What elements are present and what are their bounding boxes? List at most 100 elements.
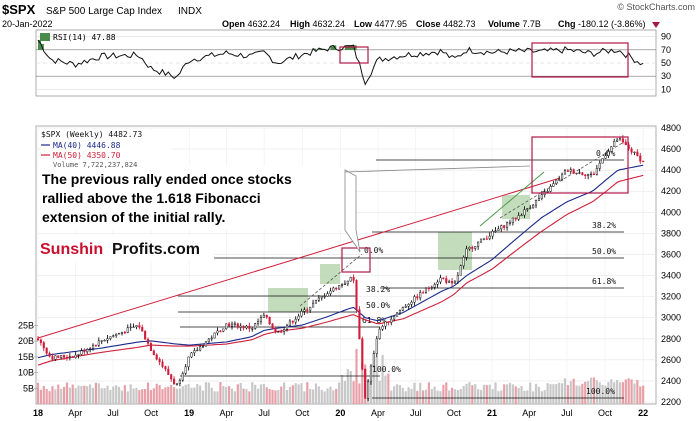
price-candle (468, 247, 471, 250)
price-candle (173, 378, 176, 385)
volume-bar (239, 383, 242, 404)
volume-bar (546, 383, 549, 404)
time-tick-label: 18 (33, 408, 43, 418)
price-candle (604, 155, 607, 159)
volume-bar (277, 389, 280, 404)
volume-bar (601, 384, 604, 404)
price-candle (529, 207, 532, 209)
volume-bar (323, 391, 326, 404)
volume-bar (123, 385, 126, 404)
price-candle (74, 354, 77, 358)
price-candle (138, 325, 141, 328)
volume-bar (256, 388, 260, 404)
price-candle (149, 343, 152, 351)
volume-bar (361, 361, 364, 404)
volume-bar (155, 383, 158, 404)
price-candle (534, 200, 538, 206)
price-candle (367, 381, 370, 399)
volume-bar (109, 389, 112, 404)
price-candle (164, 366, 167, 370)
volume-bar (236, 384, 239, 404)
volume-bar (427, 382, 430, 404)
volume-bar (534, 383, 538, 404)
volume-bar (36, 382, 40, 404)
price-tick-label: 3600 (661, 249, 681, 259)
price-candle (474, 246, 477, 249)
rsi-highlight-box-1 (339, 46, 369, 64)
volume-bar (384, 375, 387, 404)
volume-bar (326, 388, 329, 404)
price-candle (503, 225, 506, 228)
volume-bar (393, 386, 396, 404)
price-candle (422, 292, 425, 294)
price-candle (294, 318, 297, 323)
volume-bar (491, 389, 494, 404)
volume-bar (54, 389, 57, 404)
price-candle (592, 173, 595, 176)
price-candle (312, 302, 315, 308)
price-candle (329, 290, 332, 294)
price-tick-label: 3800 (661, 228, 681, 238)
volume-bar (442, 384, 445, 404)
price-candle (126, 327, 129, 333)
volume-bar (523, 390, 526, 404)
volume-bar (285, 390, 289, 404)
price-candle (280, 331, 283, 333)
price-candle (546, 191, 549, 193)
price-candle (491, 231, 494, 237)
volume-bar (126, 391, 129, 404)
time-tick-label: Apr (68, 408, 82, 418)
volume-bar (598, 382, 601, 404)
price-candle (349, 277, 352, 282)
price-candle (309, 306, 312, 311)
price-candle (532, 204, 535, 209)
price-candle (439, 277, 442, 283)
red-trendline (37, 177, 561, 339)
price-candle (407, 304, 410, 307)
volume-bar (575, 385, 578, 404)
price-candle (526, 208, 529, 210)
price-bars (36, 135, 645, 402)
price-candle (245, 325, 248, 329)
price-candle (115, 333, 118, 336)
time-tick-label: Oct (295, 408, 310, 418)
price-candle (598, 162, 601, 169)
volume-bar (300, 383, 303, 404)
volume-bar (288, 386, 292, 404)
price-candle (482, 238, 485, 240)
price-tick-label: 2400 (661, 376, 681, 386)
volume-bar (175, 388, 179, 404)
volume-bar (453, 389, 457, 404)
volume-bar (520, 385, 523, 404)
price-candle (225, 323, 228, 330)
volume-bar (117, 386, 121, 404)
volume-bar (419, 382, 422, 404)
volume-bar (494, 382, 497, 404)
price-candle (285, 325, 289, 330)
price-candle (369, 365, 373, 383)
ohlc-change: Chg -180.12 (-3.86%) (558, 19, 646, 29)
price-candle (335, 287, 338, 290)
price-candle (89, 348, 92, 350)
price-candle (427, 287, 430, 290)
price-candle (340, 284, 344, 286)
volume-bar (563, 378, 567, 404)
time-tick-label: Jul (107, 408, 119, 418)
price-candle (459, 265, 462, 276)
svg-text:50.0%: 50.0% (366, 301, 390, 310)
price-candle (387, 321, 390, 323)
volume-bar (60, 388, 63, 404)
price-candle (63, 355, 66, 358)
volume-bar (604, 385, 607, 404)
volume-bar (167, 386, 170, 404)
volume-bar (529, 382, 532, 404)
rsi-legend-swatch (40, 33, 50, 41)
rsi-tick-label: 90 (661, 32, 671, 42)
volume-bar (445, 382, 448, 404)
price-candle (575, 172, 578, 175)
time-tick-label: 20 (335, 408, 345, 418)
time-tick-label: Apr (371, 408, 385, 418)
price-candle (80, 350, 83, 355)
volume-bar (144, 389, 147, 404)
